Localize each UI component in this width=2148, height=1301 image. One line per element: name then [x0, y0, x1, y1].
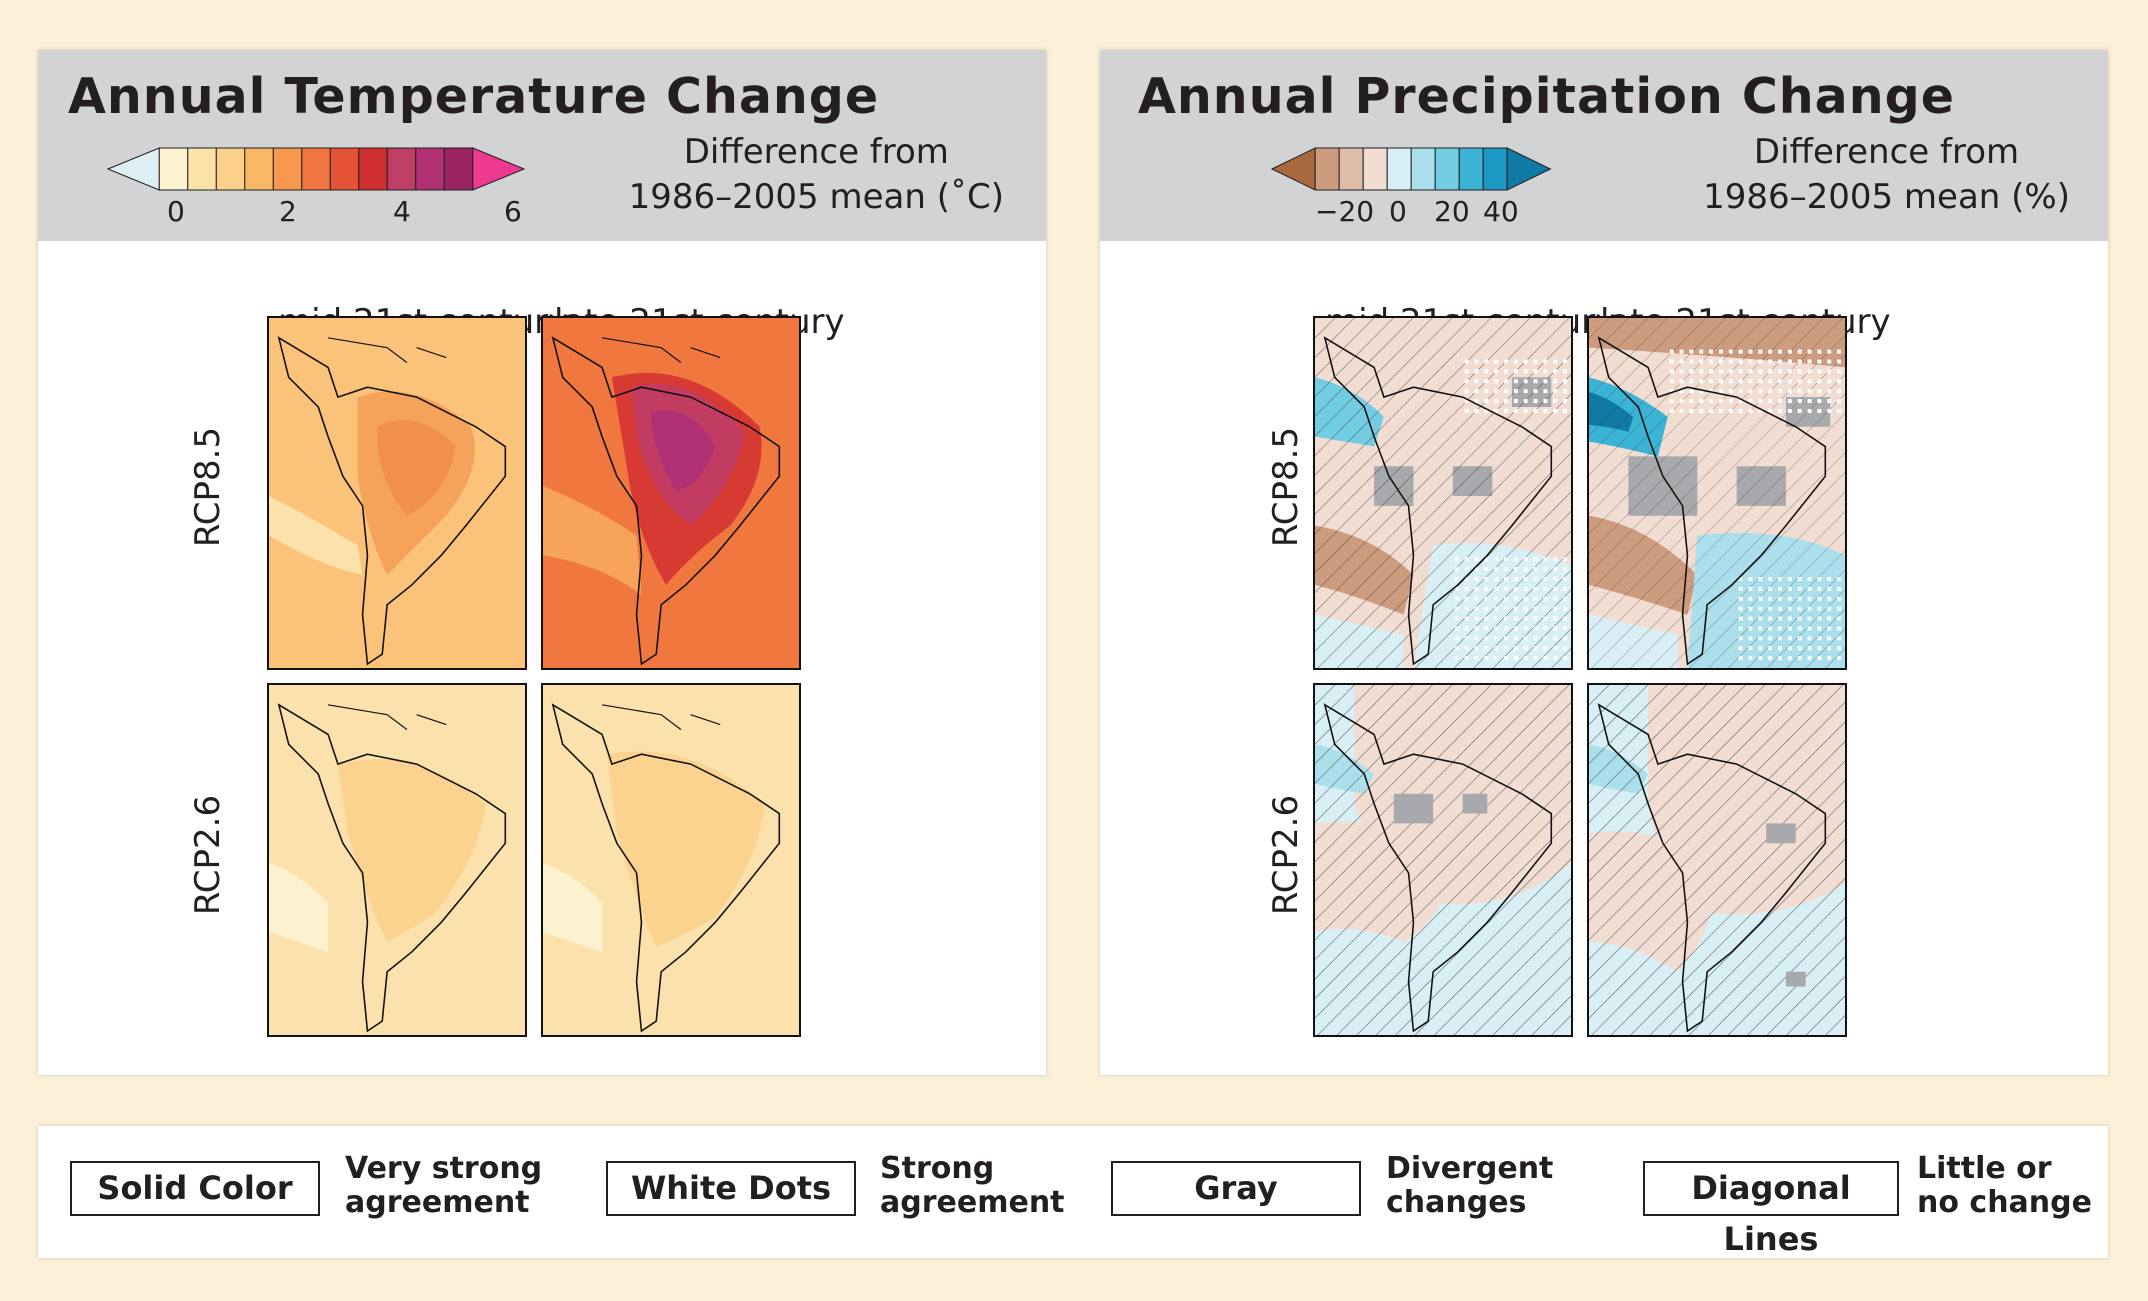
temperature-colorbar-swatch-3: [215, 147, 246, 191]
temperature-header: Annual Temperature Change 0 2 4 6 Differ…: [38, 50, 1046, 241]
key-solid-color: Solid Color: [70, 1161, 320, 1216]
precip-map-rcp26-mid: [1313, 683, 1573, 1037]
temp-map-rcp85-late: [541, 316, 801, 670]
temperature-title: Annual Temperature Change: [68, 68, 880, 125]
key-gray: Gray: [1111, 1161, 1361, 1216]
temperature-row-rcp26: RCP2.6: [188, 794, 228, 916]
temperature-caption: Difference from 1986–2005 mean (˚C): [628, 132, 1004, 217]
key-white-dots: White Dots: [606, 1161, 856, 1216]
precipitation-colorbar: [1270, 147, 1552, 191]
precipitation-colorbar-swatch-6: [1434, 147, 1460, 191]
temperature-colorbar-swatch-8: [358, 147, 388, 191]
temperature-colorbar-swatch-4: [244, 147, 274, 191]
temperature-row-rcp85: RCP8.5: [188, 426, 228, 548]
precipitation-colorbar-swatch-1: [1314, 147, 1340, 191]
precipitation-colorbar-swatch-8: [1482, 147, 1508, 191]
precipitation-row-rcp85: RCP8.5: [1266, 426, 1306, 548]
temperature-colorbar-arrow-high: [472, 147, 526, 191]
temperature-colorbar: [106, 147, 526, 191]
temperature-colorbar-swatch-11: [443, 147, 474, 191]
temperature-colorbar-swatch-10: [415, 147, 445, 191]
precip-map-rcp26-late: [1587, 683, 1847, 1037]
temp-map-rcp26-late: [541, 683, 801, 1037]
precipitation-colorbar-swatch-2: [1338, 147, 1364, 191]
precip-map-rcp85-mid: [1313, 316, 1573, 670]
precipitation-tick-20: 20: [1434, 195, 1470, 228]
temp-map-rcp85-mid: [267, 316, 527, 670]
temperature-colorbar-swatch-7: [329, 147, 360, 191]
precipitation-colorbar-swatch-3: [1362, 147, 1388, 191]
temp-map-rcp26-mid: [267, 683, 527, 1037]
precipitation-tick-minus20: −20: [1315, 195, 1375, 228]
temperature-tick-0: 0: [167, 195, 185, 228]
temperature-tick-6: 6: [504, 195, 522, 228]
precipitation-tick-0: 0: [1389, 195, 1407, 228]
precipitation-row-rcp26: RCP2.6: [1266, 794, 1306, 916]
temperature-colorbar-arrow-low: [106, 147, 160, 191]
key-diagonal-lines-desc: Little or no change: [1917, 1151, 2092, 1220]
key-solid-color-desc: Very strong agreement: [345, 1151, 543, 1220]
temperature-panel: Annual Temperature Change 0 2 4 6 Differ…: [38, 50, 1046, 1075]
precipitation-colorbar-swatch-7: [1458, 147, 1484, 191]
precipitation-tick-40: 40: [1483, 195, 1519, 228]
precipitation-colorbar-arrow-low: [1270, 147, 1316, 191]
temperature-tick-2: 2: [279, 195, 297, 228]
temperature-colorbar-swatch-5: [272, 147, 303, 191]
precipitation-caption: Difference from 1986–2005 mean (%): [1703, 132, 2070, 217]
temperature-colorbar-swatch-6: [301, 147, 331, 191]
key-diagonal-lines: Diagonal Lines: [1643, 1161, 1899, 1258]
agreement-key: Solid Color Very strong agreement White …: [38, 1126, 2108, 1258]
temperature-colorbar-swatch-2: [187, 147, 217, 191]
precipitation-colorbar-swatch-5: [1410, 147, 1436, 191]
precipitation-colorbar-swatch-4: [1386, 147, 1412, 191]
key-white-dots-desc: Strong agreement: [880, 1151, 1065, 1220]
temperature-colorbar-swatch-1: [158, 147, 189, 191]
precipitation-header: Annual Precipitation Change −20 0 20 40 …: [1100, 50, 2108, 241]
precip-map-rcp85-late: [1587, 316, 1847, 670]
precipitation-title: Annual Precipitation Change: [1138, 68, 1955, 125]
precipitation-panel: Annual Precipitation Change −20 0 20 40 …: [1100, 50, 2108, 1075]
temperature-tick-4: 4: [393, 195, 411, 228]
precipitation-colorbar-arrow-high: [1506, 147, 1552, 191]
temperature-colorbar-swatch-9: [386, 147, 417, 191]
key-gray-desc: Divergent changes: [1386, 1151, 1554, 1220]
